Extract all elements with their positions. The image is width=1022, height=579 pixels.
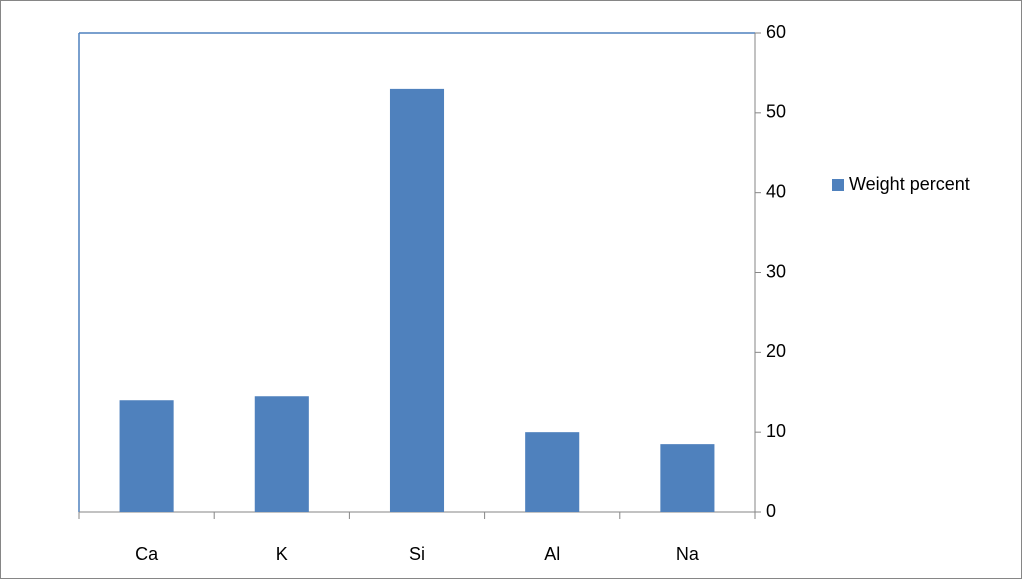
- bar: [389, 88, 445, 512]
- y-tick-label: 40: [766, 181, 786, 201]
- x-tick-label: Na: [676, 544, 700, 564]
- x-tick-label: Al: [544, 544, 560, 564]
- y-tick-label: 30: [766, 261, 786, 281]
- y-tick-label: 0: [766, 501, 776, 521]
- x-tick-label: Si: [409, 544, 425, 564]
- legend-label: Weight percent: [849, 174, 970, 194]
- legend-swatch: [832, 179, 844, 191]
- y-tick-label: 10: [766, 421, 786, 441]
- y-tick-label: 20: [766, 341, 786, 361]
- bar: [525, 432, 580, 512]
- x-tick-label: Ca: [135, 544, 159, 564]
- y-tick-label: 50: [766, 102, 786, 122]
- bar: [660, 444, 715, 512]
- y-tick-label: 60: [766, 22, 786, 42]
- bar: [254, 396, 309, 512]
- x-tick-label: K: [276, 544, 288, 564]
- bar: [119, 400, 174, 512]
